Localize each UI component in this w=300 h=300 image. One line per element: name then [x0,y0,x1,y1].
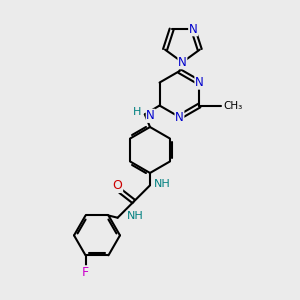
Text: NH: NH [126,211,143,221]
Text: N: N [146,109,155,122]
Text: CH₃: CH₃ [224,100,243,110]
Text: N: N [195,76,204,89]
Text: O: O [113,179,122,192]
Text: N: N [189,23,197,36]
Text: N: N [178,56,187,69]
Text: F: F [82,266,89,279]
Text: H: H [133,107,141,117]
Text: NH: NH [154,179,171,189]
Text: N: N [175,110,184,124]
